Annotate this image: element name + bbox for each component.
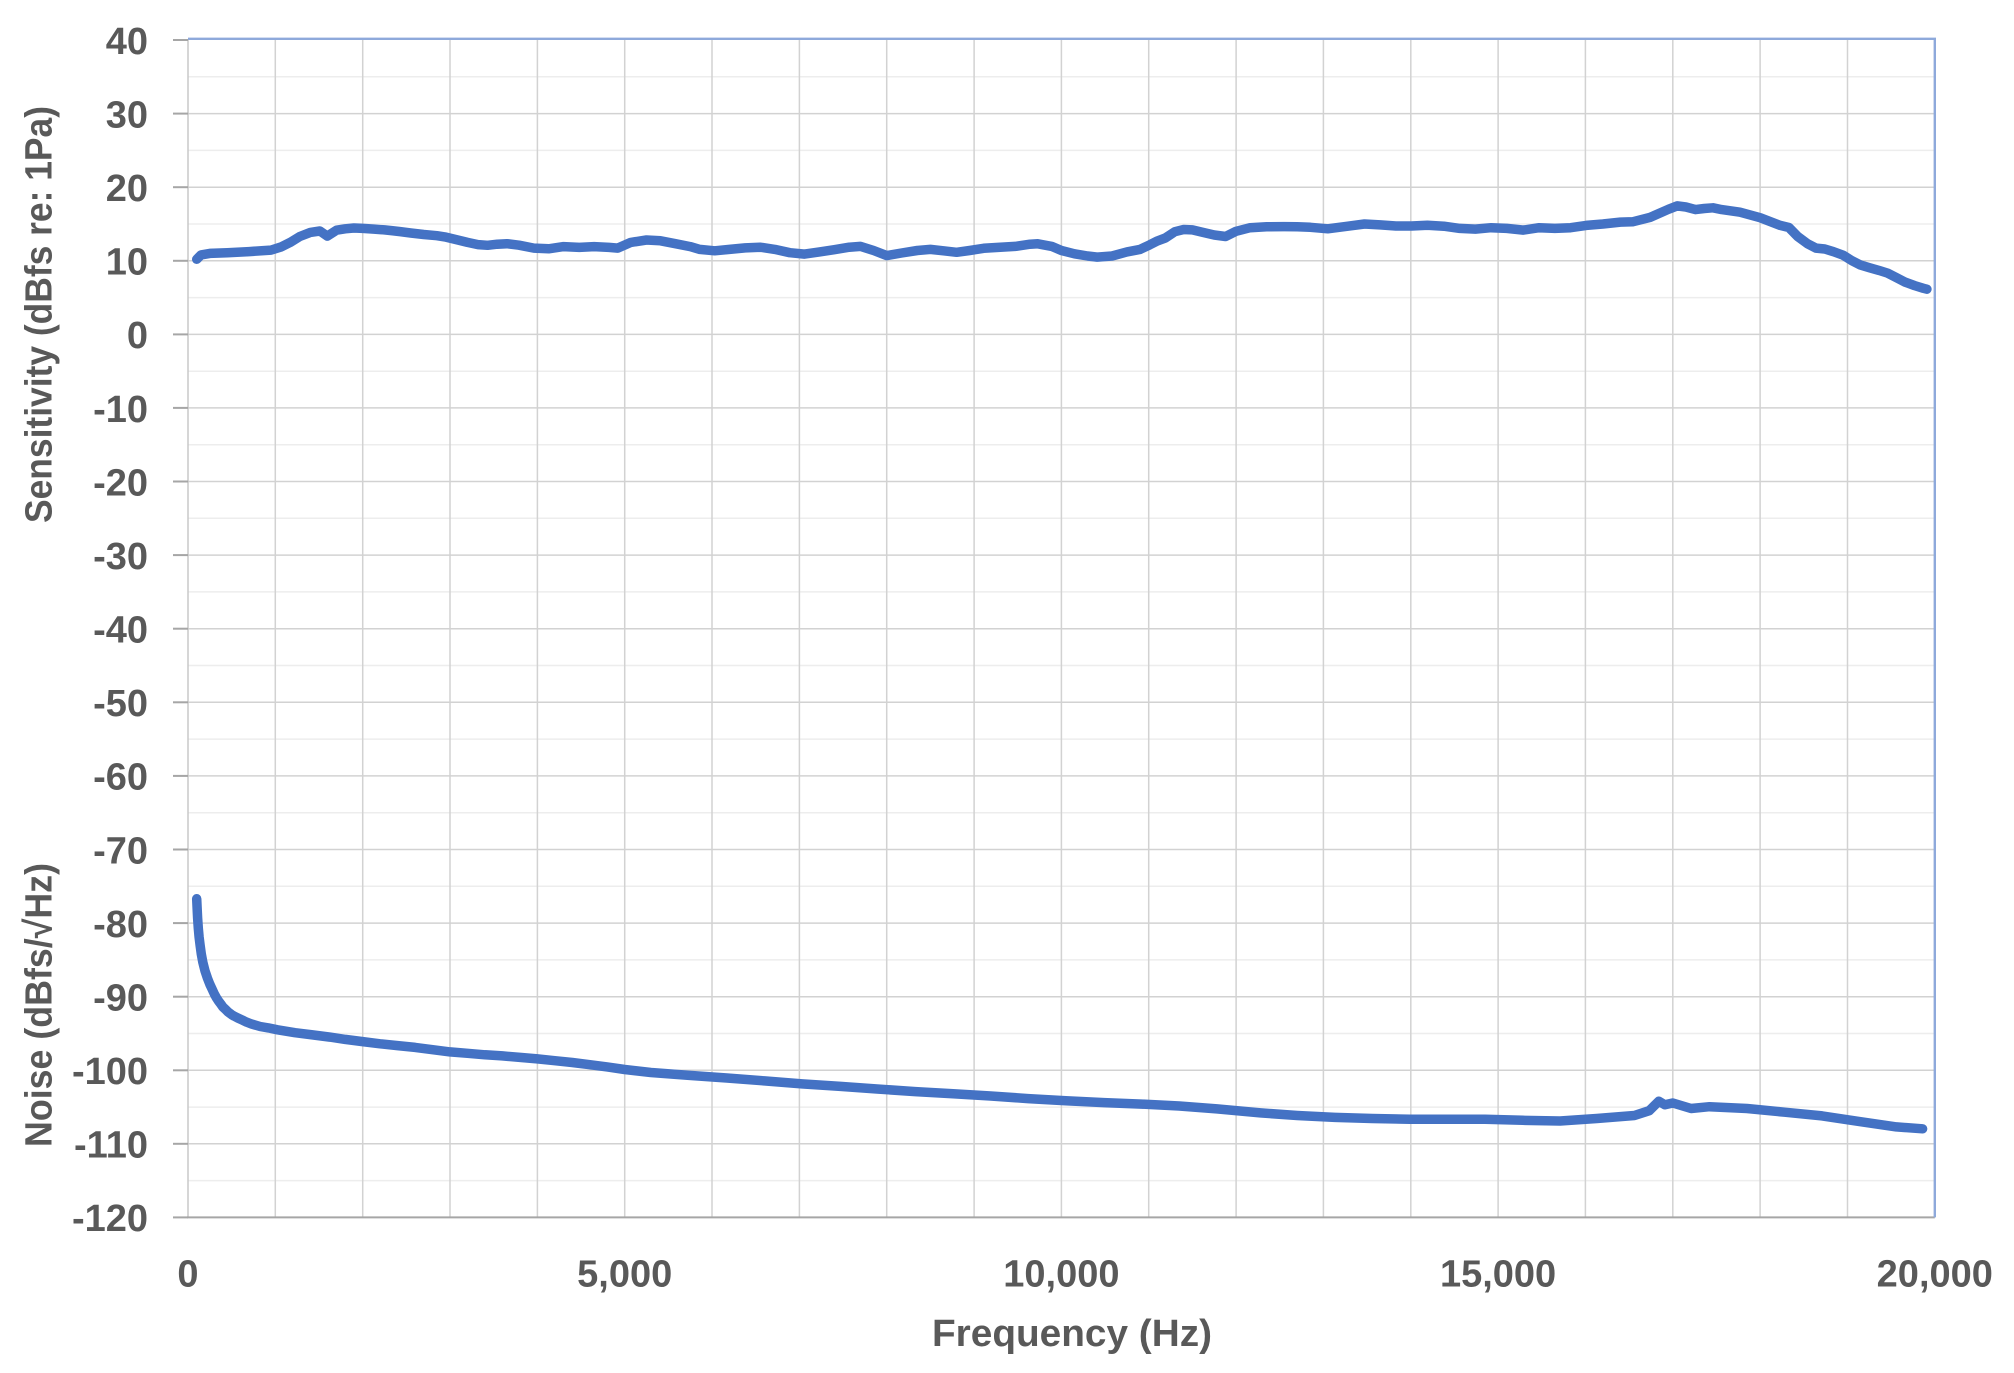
svg-text:Sensitivity (dBfs re: 1Pa): Sensitivity (dBfs re: 1Pa) <box>19 106 61 523</box>
svg-text:0: 0 <box>177 1254 198 1296</box>
svg-text:5,000: 5,000 <box>577 1254 672 1296</box>
svg-text:-110: -110 <box>74 1125 148 1167</box>
svg-text:-80: -80 <box>93 904 148 946</box>
svg-text:Frequency (Hz): Frequency (Hz) <box>932 1313 1212 1355</box>
svg-text:15,000: 15,000 <box>1440 1254 1556 1296</box>
svg-text:20,000: 20,000 <box>1877 1254 1993 1296</box>
svg-text:-40: -40 <box>93 610 148 652</box>
svg-text:-70: -70 <box>93 830 148 872</box>
svg-text:-50: -50 <box>93 683 148 725</box>
svg-text:10,000: 10,000 <box>1003 1254 1119 1296</box>
svg-text:30: 30 <box>106 94 148 136</box>
svg-text:-60: -60 <box>93 757 148 799</box>
svg-text:-30: -30 <box>93 536 148 578</box>
svg-text:10: 10 <box>106 242 148 284</box>
svg-text:-10: -10 <box>93 389 148 431</box>
svg-text:-120: -120 <box>72 1198 148 1240</box>
svg-text:40: 40 <box>106 21 148 63</box>
svg-text:-90: -90 <box>93 978 148 1020</box>
svg-text:20: 20 <box>106 168 148 210</box>
svg-text:Noise (dBfs/√Hz): Noise (dBfs/√Hz) <box>19 863 61 1147</box>
svg-text:0: 0 <box>127 315 148 357</box>
svg-text:-100: -100 <box>72 1051 148 1093</box>
svg-text:-20: -20 <box>93 462 148 504</box>
